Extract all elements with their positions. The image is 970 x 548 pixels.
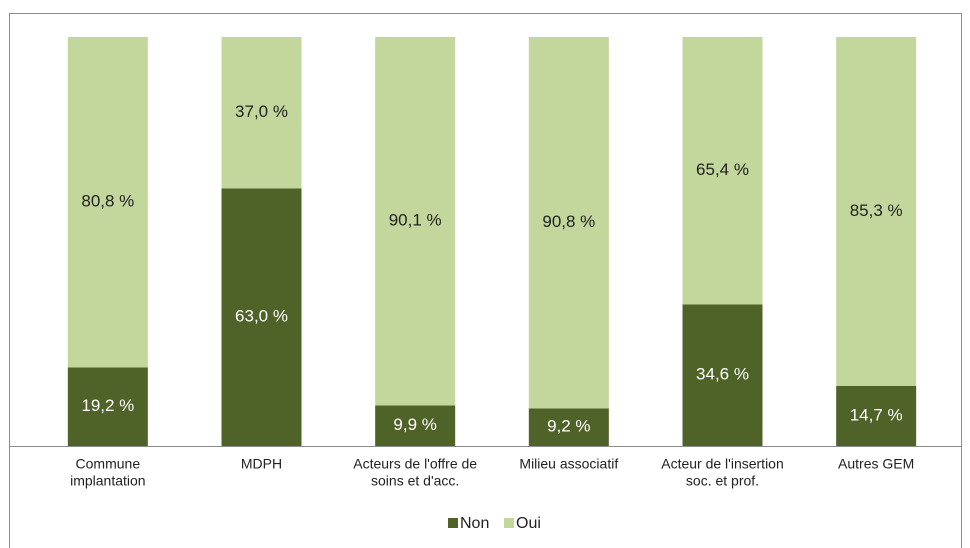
x-tick-label: Acteur de l'insertion (661, 456, 784, 472)
value-label: 9,9 % (393, 415, 436, 434)
x-tick-label: soins et d'acc. (371, 473, 459, 489)
x-tick-label: Acteurs de l'offre de (353, 456, 477, 472)
value-label: 9,2 % (547, 417, 590, 436)
bar-segment (221, 37, 302, 189)
bar-segment (682, 37, 763, 305)
bar-segment (67, 37, 148, 368)
legend-label: Oui (516, 515, 541, 532)
bar-segment (221, 188, 302, 446)
value-label: 63,0 % (235, 307, 288, 326)
bar-segment (528, 408, 609, 446)
value-label: 14,7 % (850, 405, 903, 424)
bar-segment (682, 304, 763, 446)
x-tick-label: Commune (76, 456, 141, 472)
x-tick-label: soc. et prof. (686, 473, 759, 489)
bar-segment (836, 37, 917, 386)
x-tick-label: Autres GEM (838, 456, 914, 472)
legend-label: Non (460, 515, 489, 532)
x-tick-label: Milieu associatif (519, 456, 618, 472)
legend-swatch (448, 518, 458, 528)
legend-swatch (504, 518, 514, 528)
bar-segment (375, 405, 456, 446)
value-label: 19,2 % (81, 396, 134, 415)
bar-segment (836, 385, 917, 446)
bar-segment (375, 37, 456, 406)
bar-segment (67, 367, 148, 446)
x-tick-label: implantation (70, 473, 146, 489)
value-label: 85,3 % (850, 201, 903, 220)
chart-frame (9, 13, 962, 548)
value-label: 34,6 % (696, 365, 749, 384)
value-label: 65,4 % (696, 160, 749, 179)
value-label: 90,8 % (542, 212, 595, 231)
value-label: 37,0 % (235, 102, 288, 121)
bar-segment (528, 37, 609, 409)
value-label: 90,1 % (389, 211, 442, 230)
x-tick-label: MDPH (241, 456, 282, 472)
value-label: 80,8 % (81, 192, 134, 211)
